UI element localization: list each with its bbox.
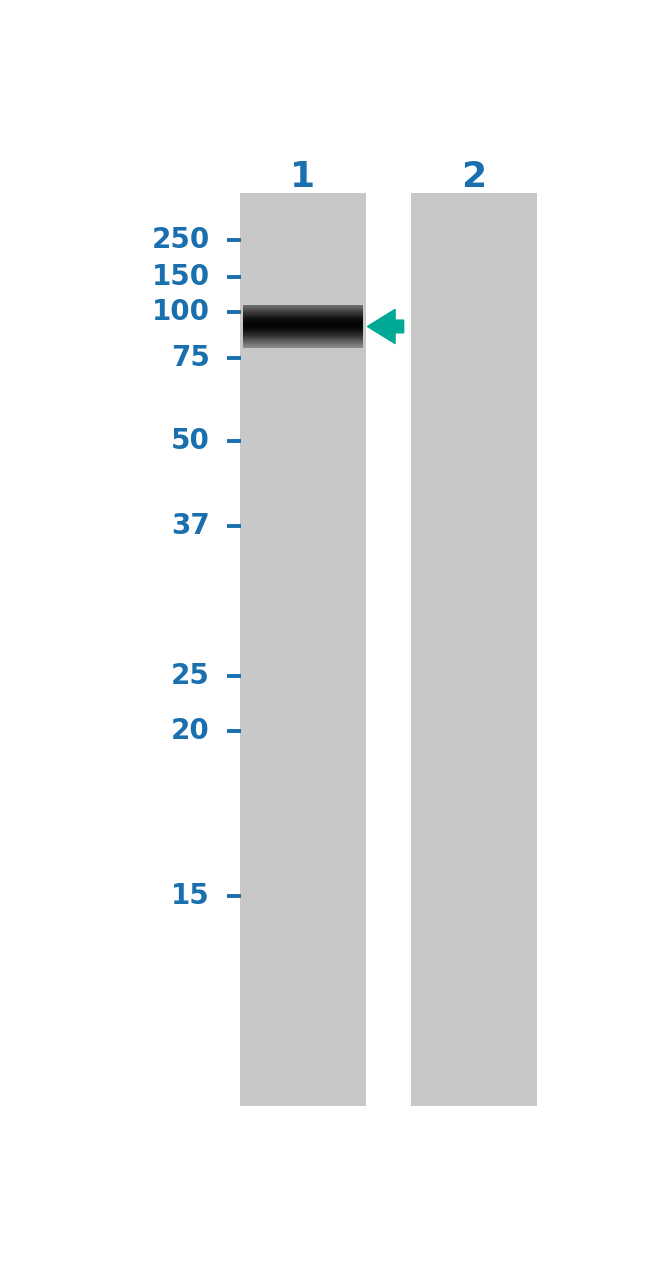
Text: 25: 25	[171, 662, 210, 690]
Text: 20: 20	[171, 718, 210, 745]
Text: 2: 2	[462, 160, 487, 194]
Bar	[411, 193, 537, 1106]
Bar	[240, 193, 366, 1106]
FancyArrow shape	[367, 310, 404, 344]
Text: 37: 37	[171, 512, 210, 540]
Text: 15: 15	[171, 881, 210, 909]
Text: 150: 150	[151, 263, 210, 291]
Text: 1: 1	[291, 160, 315, 194]
Text: 50: 50	[171, 427, 210, 455]
Text: 100: 100	[151, 297, 210, 326]
Text: 75: 75	[171, 344, 210, 372]
Text: 250: 250	[151, 226, 210, 254]
